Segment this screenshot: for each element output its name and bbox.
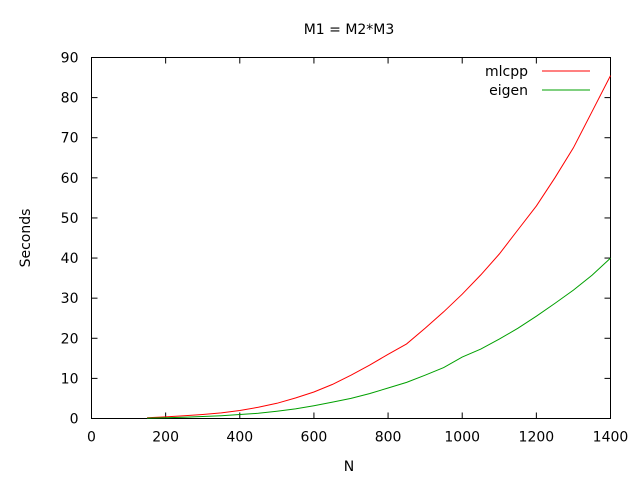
y-tick-label: 50 [61,211,79,227]
y-tick-label: 90 [61,51,79,67]
series-layer [147,75,611,419]
y-tick-label: 70 [61,131,79,147]
x-tick-label: 200 [152,430,179,446]
x-tick-label: 400 [226,430,253,446]
plot-frame [91,57,611,419]
y-tick-label: 80 [61,91,79,107]
x-tick-label: 800 [375,430,402,446]
y-tick-label: 20 [61,331,79,347]
x-tick-label: 600 [301,430,328,446]
legend-label-mlcpp: mlcpp [485,64,528,80]
series-line-eigen [147,257,611,419]
chart-title: M1 = M2*M3 [304,22,395,38]
y-axis-label: Seconds [18,209,34,268]
y-tick-label: 60 [61,171,79,187]
x-axis-label: N [344,459,354,475]
x-tick-label: 1400 [593,430,629,446]
x-tick-label: 1200 [519,430,555,446]
y-tick-label: 30 [61,291,79,307]
x-tick-label: 1000 [444,430,480,446]
legend-label-eigen: eigen [489,83,528,99]
legend: mlcpp eigen [485,64,590,99]
x-tick-label: 0 [87,430,96,446]
y-tick-label: 10 [61,371,79,387]
y-tick-label: 0 [70,412,79,428]
y-tick-label: 40 [61,251,79,267]
ticks-layer: 0 200 400 600 800 1000 1200 1400 0 10 20 30 40 50 60 70… [61,51,629,446]
series-line-mlcpp [147,75,611,419]
